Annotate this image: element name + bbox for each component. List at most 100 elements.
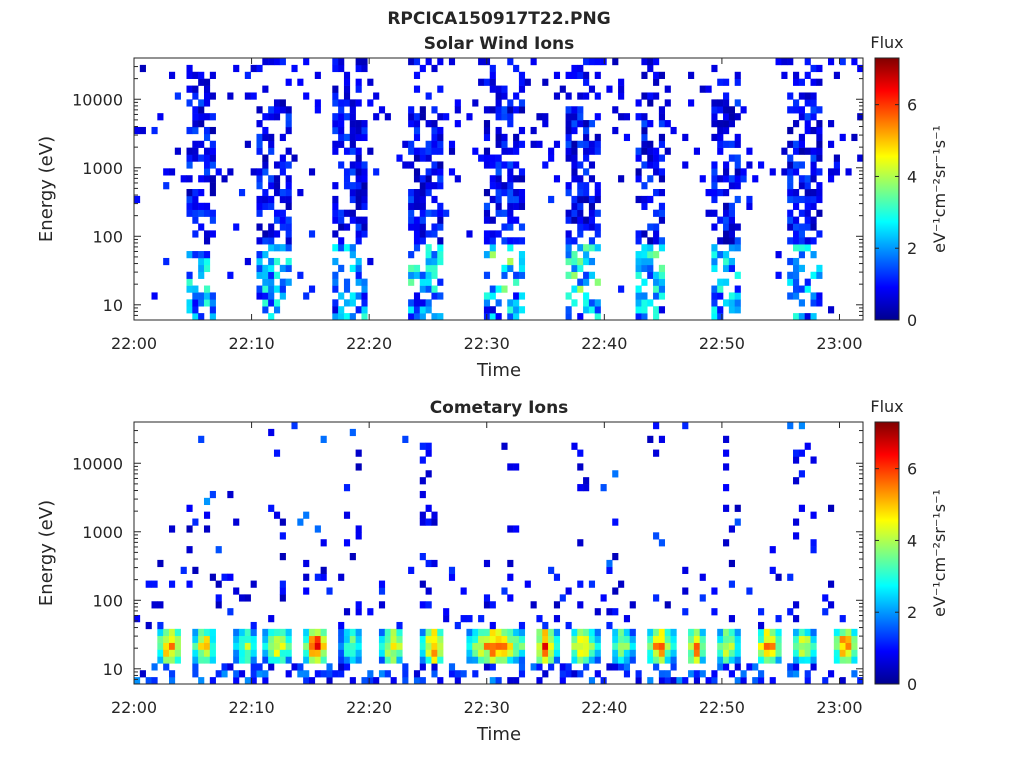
heatmap-cell — [571, 209, 578, 217]
heatmap-cell — [198, 435, 205, 443]
heatmap-cell — [279, 99, 286, 107]
heatmap-cell — [501, 587, 508, 595]
heatmap-cell — [256, 663, 263, 671]
heatmap-cell — [425, 140, 432, 148]
heatmap-cell — [507, 195, 514, 204]
heatmap-cell — [658, 154, 666, 162]
heatmap-cell — [495, 195, 502, 204]
heatmap-cell — [174, 642, 181, 650]
heatmap-cell — [723, 484, 730, 492]
heatmap-cell — [688, 656, 695, 664]
heatmap-cell — [734, 292, 741, 300]
heatmap-cell — [507, 161, 514, 169]
heatmap-cell — [431, 251, 438, 259]
colorbar-title-solar-wind: Flux — [870, 33, 903, 52]
heatmap-cell — [647, 257, 654, 266]
heatmap-cell — [513, 299, 520, 307]
heatmap-cell — [209, 628, 216, 637]
heatmap-cell — [641, 140, 648, 148]
heatmap-cell — [343, 313, 351, 320]
heatmap-cell — [268, 175, 275, 183]
heatmap-cell — [227, 92, 234, 100]
heatmap-cell — [419, 635, 426, 643]
heatmap-cell — [717, 285, 724, 293]
heatmap-cell — [734, 175, 741, 183]
heatmap-cell — [513, 133, 520, 142]
heatmap-cell — [268, 628, 275, 637]
heatmap-cell — [787, 257, 794, 266]
heatmap-cell — [793, 628, 800, 637]
heatmap-cell — [524, 580, 531, 588]
heatmap-cell — [209, 490, 216, 499]
heatmap-cell — [618, 175, 625, 183]
heatmap-cell — [361, 292, 368, 300]
heatmap-cell — [635, 257, 642, 266]
heatmap-cell — [408, 120, 415, 128]
heatmap-cell — [338, 649, 345, 657]
heatmap-cell — [571, 161, 578, 169]
heatmap-cell — [215, 580, 222, 588]
heatmap-cell — [396, 642, 403, 650]
heatmap-cell — [577, 463, 584, 471]
heatmap-cell — [594, 608, 601, 616]
heatmap-cell — [787, 223, 794, 231]
heatmap-cell — [699, 85, 706, 93]
heatmap-cell — [343, 223, 351, 231]
heatmap-cell — [775, 58, 782, 66]
heatmap-cell — [565, 216, 572, 224]
heatmap-cell — [332, 313, 339, 320]
heatmap-cell — [250, 64, 257, 73]
heatmap-cell — [273, 113, 281, 121]
heatmap-cell — [723, 113, 730, 121]
heatmap-cell — [542, 113, 549, 121]
heatmap-cell — [612, 58, 619, 66]
heatmap-cell — [571, 140, 578, 148]
heatmap-cell — [548, 635, 555, 643]
heatmap-cell — [565, 313, 572, 320]
heatmap-cell — [413, 292, 421, 300]
heatmap-cell — [577, 278, 584, 286]
heatmap-cell — [268, 147, 275, 155]
heatmap-cell — [198, 175, 205, 183]
heatmap-cell — [618, 580, 625, 588]
heatmap-cell — [518, 189, 526, 197]
heatmap-cell — [763, 635, 770, 643]
heatmap-cell — [728, 635, 735, 643]
heatmap-cell — [583, 140, 590, 148]
heatmap-cell — [588, 677, 596, 684]
heatmap-cell — [466, 615, 473, 623]
heatmap-cell — [168, 71, 176, 79]
heatmap-cell — [279, 168, 286, 176]
heatmap-cell — [734, 518, 741, 526]
heatmap-cell — [594, 313, 601, 320]
heatmap-cell — [658, 670, 666, 678]
heatmap-cell — [308, 649, 316, 657]
heatmap-cell — [822, 677, 829, 684]
y-tick-label: 10 — [103, 660, 123, 679]
heatmap-cell — [711, 251, 718, 259]
heatmap-cell — [285, 278, 292, 286]
heatmap-cell — [151, 601, 158, 609]
heatmap-cell — [542, 628, 549, 637]
x-tick-label: 22:10 — [229, 334, 275, 353]
heatmap-cell — [711, 223, 718, 231]
heatmap-cell — [139, 126, 146, 135]
heatmap-cell — [507, 642, 514, 650]
heatmap-cell — [268, 264, 275, 273]
heatmap-cell — [338, 306, 345, 314]
panel-title-solar-wind: Solar Wind Ions — [424, 34, 575, 54]
heatmap-cell — [711, 285, 718, 293]
heatmap-cell — [717, 216, 724, 224]
heatmap-cell — [798, 449, 805, 457]
heatmap-cell — [728, 154, 735, 162]
heatmap-cell — [192, 209, 199, 217]
heatmap-cell — [378, 601, 386, 609]
heatmap-cell — [268, 285, 275, 293]
heatmap-cell — [431, 195, 438, 204]
heatmap-cell — [279, 553, 286, 561]
heatmap-cell — [682, 587, 689, 595]
heatmap-cell — [571, 251, 578, 259]
heatmap-cell — [810, 292, 817, 300]
heatmap-cell — [343, 92, 351, 100]
heatmap-cell — [635, 147, 642, 155]
